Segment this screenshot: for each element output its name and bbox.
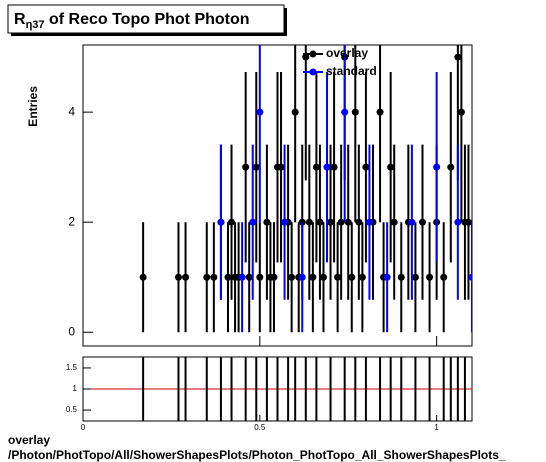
chart-title: Rη37 of Reco Topo Phot Photon	[14, 11, 250, 31]
ratio-plot	[83, 357, 472, 421]
data-point	[376, 108, 384, 116]
data-point	[288, 273, 296, 281]
y-tick-label: 0	[68, 324, 75, 338]
data-point	[348, 273, 356, 281]
data-point	[351, 108, 359, 116]
data-point	[139, 273, 147, 281]
data-point	[358, 273, 366, 281]
data-point	[319, 273, 327, 281]
ratio-y-tick-label: 1.5	[66, 363, 78, 372]
data-point	[182, 273, 190, 281]
x-tick-label: 1	[434, 423, 439, 432]
legend-marker	[309, 50, 317, 58]
data-point	[454, 53, 462, 61]
data-point	[457, 108, 465, 116]
data-point	[277, 163, 285, 171]
ratio-y-tick-label: 1	[73, 384, 78, 393]
legend-marker	[309, 68, 317, 76]
data-point	[291, 108, 299, 116]
data-point	[433, 163, 441, 171]
legend-label: standard	[326, 64, 377, 78]
data-point	[281, 218, 289, 226]
data-point	[390, 218, 398, 226]
title-box	[7, 4, 285, 34]
ratio-y-tick-label: 0.5	[66, 405, 78, 414]
data-point	[341, 108, 349, 116]
data-point	[305, 218, 313, 226]
data-point	[256, 108, 264, 116]
data-point	[323, 163, 331, 171]
data-point	[337, 218, 345, 226]
data-point	[217, 218, 225, 226]
data-point	[387, 163, 395, 171]
data-point	[312, 163, 320, 171]
data-point	[468, 273, 472, 281]
data-point	[397, 273, 405, 281]
data-point	[411, 273, 419, 281]
data-point	[302, 53, 310, 61]
data-point	[228, 218, 236, 226]
data-point	[203, 273, 211, 281]
x-tick-label: 0	[81, 423, 86, 432]
data-point	[365, 218, 373, 226]
data-point	[327, 218, 335, 226]
y-tick-label: 2	[68, 214, 75, 228]
data-point	[440, 273, 448, 281]
data-point	[330, 163, 338, 171]
data-point	[362, 163, 370, 171]
data-point	[252, 163, 260, 171]
y-tick-label: 4	[68, 104, 75, 118]
legend-label: overlay	[326, 46, 368, 60]
data-point	[298, 273, 306, 281]
data-point	[238, 273, 246, 281]
data-point	[454, 218, 462, 226]
data-point	[245, 273, 253, 281]
data-point	[249, 218, 257, 226]
data-point	[408, 218, 416, 226]
data-point	[383, 273, 391, 281]
data-point	[418, 218, 426, 226]
footer-line: overlay	[8, 433, 50, 447]
x-tick-label: 0.5	[254, 423, 266, 432]
data-point	[309, 273, 317, 281]
data-point	[334, 273, 342, 281]
data-point	[224, 273, 232, 281]
data-point	[270, 273, 278, 281]
main-frame	[82, 44, 473, 347]
data-point	[174, 273, 182, 281]
data-point	[316, 218, 324, 226]
data-point	[256, 273, 264, 281]
data-point	[355, 218, 363, 226]
data-point	[242, 163, 250, 171]
title-sub: η37	[26, 19, 45, 31]
main-plot	[139, 45, 472, 333]
data-point	[464, 218, 472, 226]
title-rest: of Reco Topo Phot Photon	[45, 11, 250, 28]
data-point	[263, 218, 271, 226]
data-point	[210, 273, 218, 281]
data-point	[447, 163, 455, 171]
data-point	[426, 273, 434, 281]
y-axis-label: Entries	[26, 86, 40, 127]
data-point	[344, 218, 352, 226]
footer-path: /Photon/PhotTopo/All/ShowerShapesPlots/P…	[8, 448, 506, 462]
title-main: R	[14, 11, 26, 28]
